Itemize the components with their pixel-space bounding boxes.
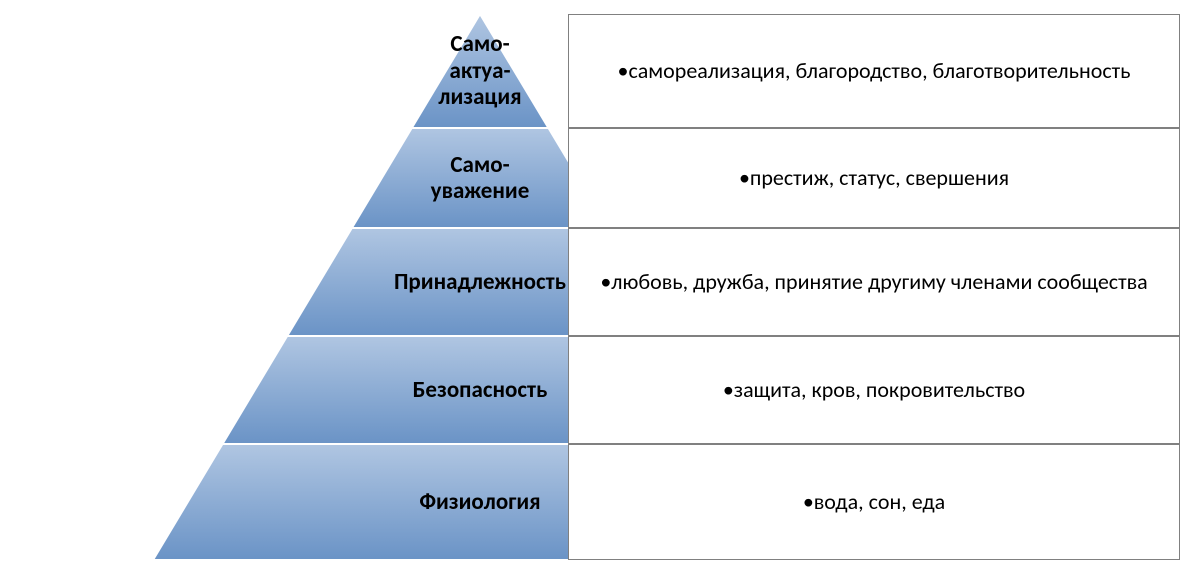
pyramid-desc-text: •престиж, статус, свершения <box>739 165 1009 191</box>
pyramid-desc-box: •защита, кров, покровительство <box>568 336 1180 444</box>
pyramid-desc-box: •самореализация, благородство, благотвор… <box>568 14 1180 128</box>
pyramid-desc-text: •вода, сон, еда <box>803 489 945 515</box>
pyramid-desc-box: •любовь, дружба, принятие другиму членам… <box>568 228 1180 336</box>
pyramid-desc-text: •любовь, дружба, принятие другиму членам… <box>600 269 1147 295</box>
pyramid-layer-label: Само- актуа- лизация <box>370 31 590 110</box>
pyramid-desc-box: •престиж, статус, свершения <box>568 128 1180 228</box>
pyramid-layer-label: Само- уважение <box>370 152 590 205</box>
pyramid-desc-text: •самореализация, благородство, благотвор… <box>617 58 1130 84</box>
pyramid-desc-box: •вода, сон, еда <box>568 444 1180 560</box>
pyramid-diagram: Само- актуа- лизация •самореализация, бла… <box>0 0 1183 572</box>
pyramid-desc-text: •защита, кров, покровительство <box>723 377 1025 403</box>
